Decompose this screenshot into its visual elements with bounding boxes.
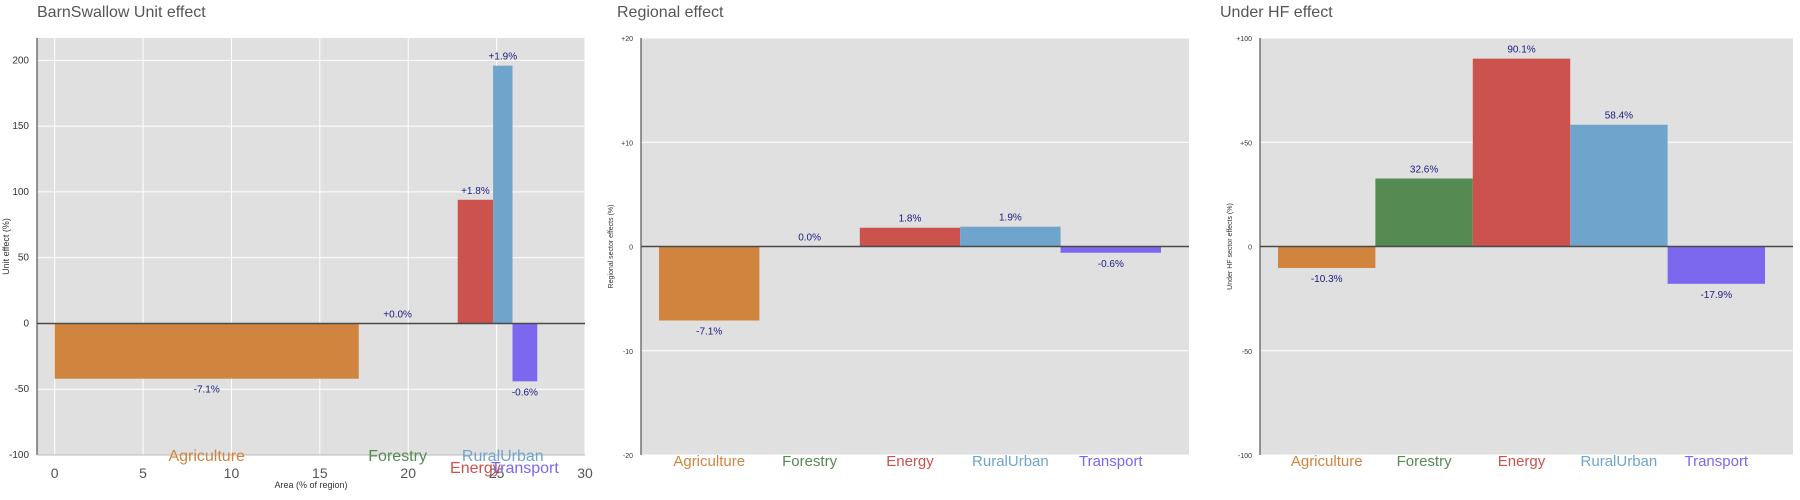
bar-forestry (1375, 178, 1473, 247)
bar-agriculture (54, 323, 359, 379)
category-label-forestry: Forestry (782, 453, 838, 470)
x-tick-label: 10 (224, 465, 240, 481)
category-label-transport: Transport (1684, 453, 1748, 470)
y-axis-label: Under HF sector effects (%) (1227, 203, 1234, 290)
y-tick-label: -100 (1238, 453, 1252, 460)
y-tick-label: -100 (9, 450, 29, 461)
y-tick-label: 0 (629, 245, 633, 252)
bar-value-label: 0.0% (798, 233, 821, 244)
bar-value-label: -7.1% (194, 385, 220, 396)
y-tick-label: 0 (1248, 245, 1252, 252)
unit-effect-title: BarnSwallow Unit effect (37, 4, 206, 21)
y-tick-label: +50 (1240, 140, 1252, 147)
y-tick-label: 200 (12, 55, 29, 66)
bar-transport (512, 323, 538, 382)
x-tick-label: 5 (139, 465, 147, 481)
category-label-ruralurban: RuralUrban (1581, 453, 1658, 470)
y-tick-label: -50 (15, 384, 30, 395)
y-tick-label: 50 (18, 253, 30, 264)
bar-value-label: 1.8% (899, 214, 922, 225)
bar-value-label: 90.1% (1507, 45, 1535, 56)
bar-energy (1472, 58, 1571, 247)
under-hf-effect-panel: Under HF effect -100 -50 0 +50 +100 -10.3% Agr… (1200, 0, 1800, 500)
y-tick-label: 100 (12, 187, 29, 198)
unit-effect-chart: -100 -50 0 50 100 150 200 0 5 10 15 20 25 30 -7.1% +0.0… (1, 38, 593, 490)
bar-value-label: 32.6% (1410, 165, 1438, 176)
under-hf-effect-chart: -100 -50 0 +50 +100 -10.3% Agriculture 32.6% For… (1227, 36, 1793, 470)
bar-value-label: -17.9% (1700, 290, 1732, 301)
bar-value-label: -0.6% (512, 387, 538, 398)
category-label-energy: Energy (1498, 453, 1546, 470)
regional-effect-title: Regional effect (617, 4, 724, 21)
x-tick-label: 25 (489, 465, 505, 481)
y-tick-label: 0 (23, 318, 29, 329)
regional-effect-panel: Regional effect -20 -10 0 +10 +20 -7.1% Agricu… (600, 0, 1200, 500)
regional-effect-chart: -20 -10 0 +10 +20 -7.1% Agriculture 0.0% Forestr… (608, 36, 1189, 470)
y-tick-label: +10 (621, 140, 633, 147)
bar-value-label: -7.1% (696, 327, 722, 338)
bar-value-label: +0.0% (383, 309, 412, 320)
y-axis-label: Unit effect (%) (1, 218, 11, 275)
x-tick-label: 0 (51, 465, 59, 481)
bar-ruralurban (960, 226, 1061, 247)
under-hf-effect-title: Under HF effect (1220, 4, 1333, 21)
category-label-agriculture: Agriculture (1291, 453, 1363, 470)
y-tick-label: -10 (623, 349, 633, 356)
category-label-ruralurban: RuralUrban (972, 453, 1049, 470)
y-axis-label: Regional sector effects (%) (608, 205, 615, 289)
bar-agriculture (1278, 246, 1376, 268)
bar-value-label: 1.9% (999, 213, 1022, 224)
bar-value-label: +1.8% (461, 186, 490, 197)
y-tick-label: 150 (12, 121, 29, 132)
x-tick-label: 30 (577, 465, 593, 481)
x-tick-label: 20 (400, 465, 416, 481)
x-tick-label: 15 (312, 465, 328, 481)
y-tick-label: +100 (1236, 36, 1252, 43)
sector-label-forestry: Forestry (368, 448, 427, 465)
unit-effect-panel: BarnSwallow Unit effect -100 -50 0 50 100 150… (0, 0, 600, 500)
bar-ruralurban (493, 65, 513, 324)
category-label-energy: Energy (886, 453, 934, 470)
bar-value-label: -10.3% (1311, 274, 1343, 285)
bar-value-label: -0.6% (1098, 259, 1124, 270)
sector-label-energy: Energy (450, 460, 501, 477)
bar-transport (1060, 246, 1161, 253)
bar-agriculture (659, 246, 760, 321)
sector-label-ruralurban: RuralUrban (462, 448, 544, 465)
y-tick-label: -50 (1242, 349, 1252, 356)
category-label-agriculture: Agriculture (673, 453, 745, 470)
bar-energy (859, 227, 961, 247)
sector-label-agriculture: Agriculture (168, 448, 245, 465)
bar-transport (1667, 246, 1765, 284)
bar-value-label: +1.9% (488, 52, 517, 63)
sector-label-transport: Transport (491, 460, 559, 477)
category-label-forestry: Forestry (1397, 453, 1453, 470)
category-label-transport: Transport (1079, 453, 1143, 470)
bar-ruralurban (1570, 124, 1668, 247)
bar-energy (457, 199, 494, 324)
x-axis-label: Area (% of region) (274, 480, 347, 490)
y-tick-label: -20 (623, 453, 633, 460)
y-tick-label: +20 (621, 36, 633, 43)
bar-value-label: 58.4% (1605, 111, 1633, 122)
